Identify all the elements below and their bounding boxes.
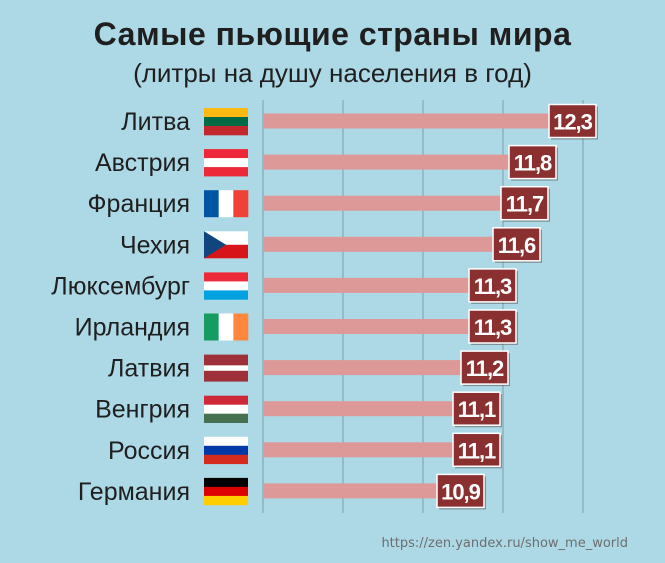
value-label-box (452, 432, 501, 468)
value-label-box (436, 473, 485, 509)
bar (263, 113, 551, 129)
value-label: 11,3 (474, 315, 512, 340)
source-link[interactable]: https://zen.yandex.ru/show_me_world (381, 536, 628, 551)
bar (263, 277, 471, 293)
category-label: Россия (108, 437, 190, 465)
bar (263, 319, 471, 334)
category-label: Чехия (120, 231, 190, 259)
bar (263, 195, 503, 211)
value-label: 11,6 (498, 233, 536, 258)
chart-title: Самые пьющие страны мира (93, 16, 572, 52)
flag-icon (204, 231, 248, 259)
value-label-box (500, 185, 549, 221)
value-label: 11,2 (466, 356, 504, 381)
category-label: Франция (88, 190, 190, 218)
category-label: Австрия (95, 149, 190, 177)
value-label: 11,8 (514, 151, 552, 176)
value-label: 11,1 (458, 438, 496, 463)
category-label: Венгрия (95, 396, 190, 424)
value-label: 12,3 (553, 110, 593, 135)
chart-subtitle: (литры на душу населения в год) (133, 58, 532, 88)
bar (263, 236, 495, 252)
value-label-box (548, 103, 597, 139)
flag-icon (204, 272, 248, 300)
value-label: 11,1 (458, 397, 496, 422)
value-label-box (508, 144, 557, 180)
category-label: Литва (121, 108, 190, 136)
bar (263, 154, 511, 170)
flag-icon (204, 395, 248, 423)
value-label-box (460, 350, 509, 385)
flag-icon (204, 436, 248, 465)
flag-icon (204, 354, 248, 382)
value-label-box (468, 268, 517, 303)
category-label: Люксембург (51, 272, 190, 300)
bar (263, 401, 455, 417)
flag-icon (204, 477, 248, 506)
category-label: Латвия (108, 355, 190, 383)
value-label: 11,3 (474, 274, 512, 299)
value-label-box (492, 227, 541, 262)
category-label: Ирландия (75, 314, 190, 342)
value-label-box (452, 391, 501, 426)
bar (263, 442, 455, 458)
flag-icon (204, 190, 249, 218)
value-label-box (468, 309, 517, 344)
category-label: Германия (78, 478, 190, 506)
value-label: 11,7 (506, 192, 544, 217)
flag-icon (204, 108, 248, 136)
value-label: 10,9 (441, 479, 481, 504)
bar (263, 483, 439, 499)
bar (263, 360, 463, 376)
flag-icon (204, 149, 248, 177)
flag-icon (204, 313, 249, 341)
